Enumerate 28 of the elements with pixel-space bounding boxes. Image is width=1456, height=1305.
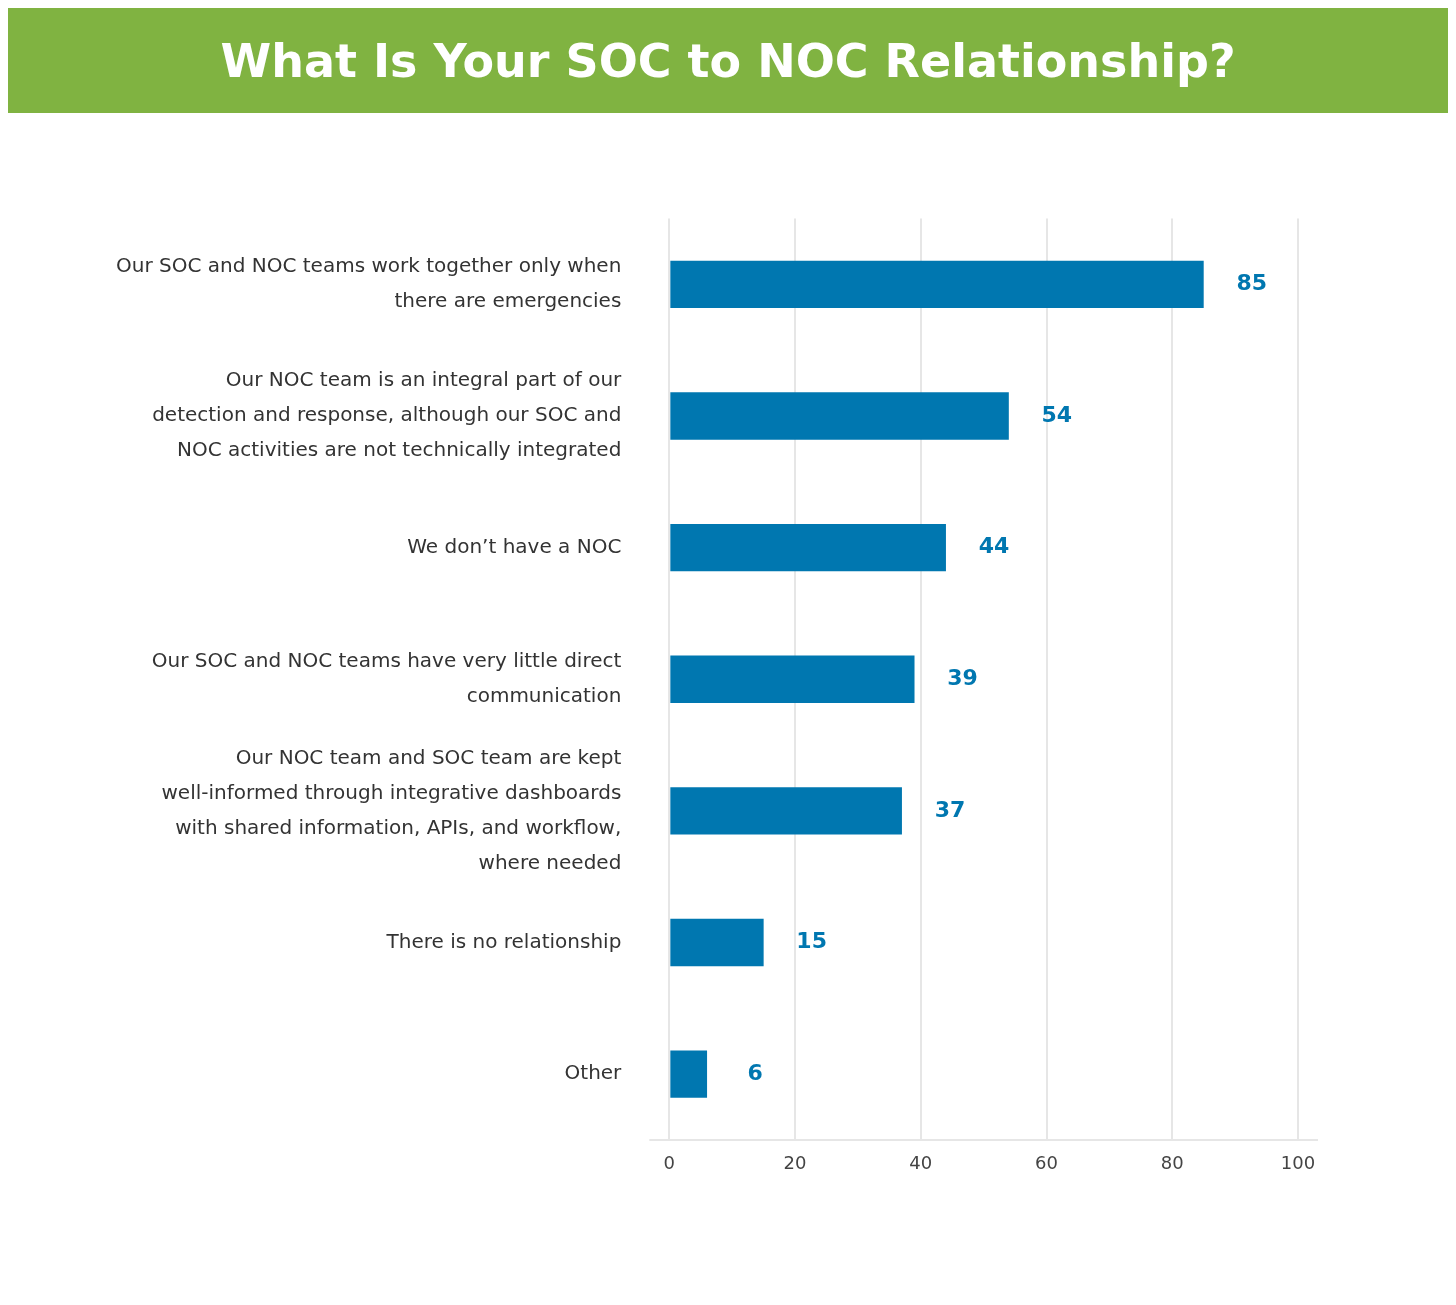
data-label: 6	[747, 1059, 763, 1085]
data-label: 85	[1236, 270, 1268, 296]
bar	[670, 655, 915, 703]
chart-title: What Is Your SOC to NOC Relationship?	[220, 33, 1236, 88]
y-tick-label: Our NOC team is an integral part of our detection and response, although our SOC and NOC activities are not technically integrated	[152, 367, 623, 462]
x-tick-label: 100	[1280, 1152, 1316, 1174]
y-tick-label: Other	[564, 1060, 623, 1085]
data-label: 44	[978, 533, 1010, 559]
y-tick-label: There is no relationship	[385, 928, 622, 953]
y-tick-label: We don’t have a NOC	[407, 533, 622, 558]
x-tick-label: 60	[1035, 1152, 1058, 1174]
bar	[670, 392, 1009, 440]
y-tick-label: Our NOC team and SOC team are kept well-informed through integrative dashboards with shared information, APIs, and workflow, where needed	[161, 744, 622, 874]
y-tick-label: Our SOC and NOC teams work together only when there are emergencies	[116, 253, 622, 313]
x-tick-label: 20	[783, 1152, 807, 1174]
data-label: 54	[1041, 401, 1073, 427]
y-tick-label: Our SOC and NOC teams have very little direct communication	[151, 647, 622, 707]
bar	[670, 918, 764, 967]
data-label: 15	[796, 928, 827, 954]
x-tick-label: 80	[1160, 1152, 1184, 1174]
bar	[670, 787, 902, 835]
data-label: 39	[947, 664, 978, 690]
bar	[670, 523, 946, 572]
bar	[670, 260, 1204, 309]
x-tick-label: 0	[663, 1152, 676, 1174]
bar	[670, 1050, 708, 1098]
data-label: 37	[934, 796, 966, 822]
x-tick-label: 40	[909, 1152, 933, 1174]
